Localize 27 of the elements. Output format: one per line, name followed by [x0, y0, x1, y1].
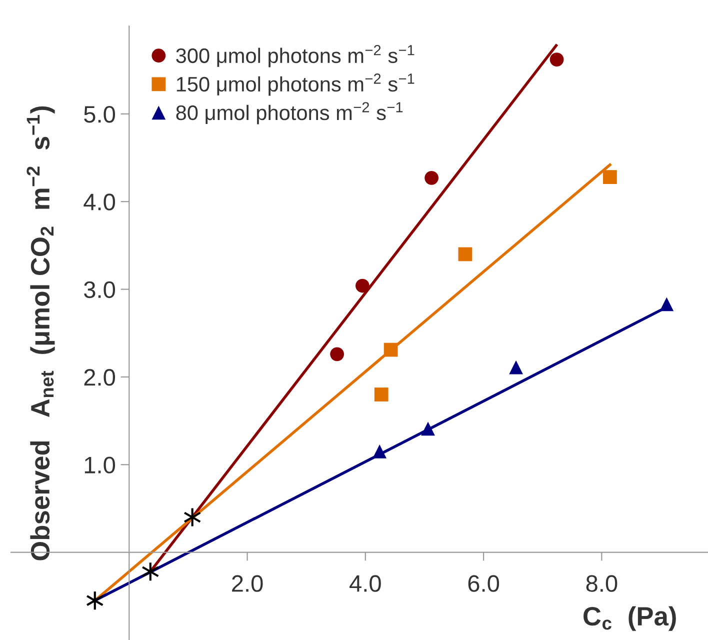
legend-label: 80 μmol photons m$^{−2}$ s$^{−1}$: [176, 102, 403, 124]
point: [550, 52, 564, 67]
legend-label: 150 μmol photons m$^{−2}$ s$^{−1}$: [176, 74, 414, 96]
point: [372, 444, 387, 458]
y-tick-label: 4.0: [84, 194, 116, 210]
y-tick-label: 2.0: [84, 369, 116, 386]
text: Observed A$_{net}$ (μmol CO$_{2}$ m$^{−2}$ s$^{−1}$): [26, 106, 55, 560]
x-tick-label: 2.0: [232, 575, 263, 592]
point: [421, 422, 435, 436]
point: [603, 170, 617, 184]
point: [330, 347, 344, 362]
x-tick-label: 8.0: [586, 575, 618, 592]
point: [183, 507, 202, 528]
x-tick-label: 6.0: [468, 575, 500, 592]
y-tick-label: 3.0: [84, 281, 116, 298]
point: [458, 247, 472, 262]
point: [384, 342, 398, 357]
x-axis-title: C$_{c}$ (Pa): [584, 606, 676, 631]
x-tick-label: 4.0: [350, 575, 381, 592]
point: [356, 278, 370, 293]
point: [660, 297, 674, 312]
legend-label: 300 μmol photons m$^{−2}$ s$^{−1}$: [176, 44, 414, 68]
y-tick-label: 1.0: [84, 456, 116, 474]
point: [424, 170, 439, 185]
point: [509, 360, 523, 374]
y-tick-label: 5.0: [84, 106, 116, 123]
point: [374, 388, 388, 402]
